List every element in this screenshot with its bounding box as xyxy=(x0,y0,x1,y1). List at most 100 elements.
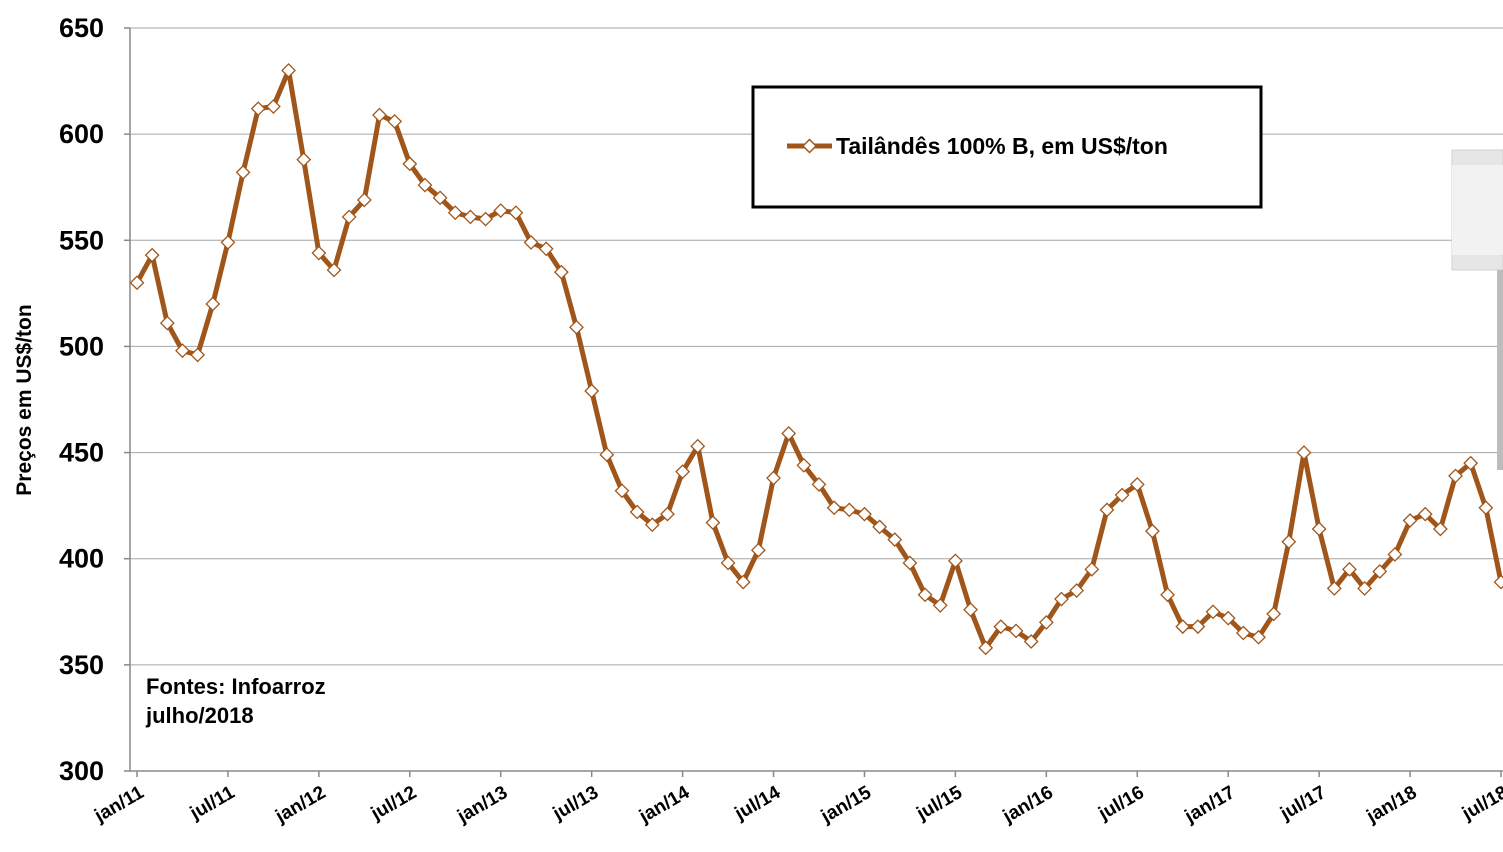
data-point xyxy=(341,209,357,225)
data-point xyxy=(569,319,584,335)
data-point xyxy=(705,515,721,531)
x-tick-label: jul/16 xyxy=(1094,782,1147,825)
x-tick-label: jul/17 xyxy=(1276,782,1329,825)
x-tick-label: jan/12 xyxy=(271,782,329,828)
data-point xyxy=(1357,581,1373,596)
x-tick-label: jan/17 xyxy=(1181,782,1239,828)
data-point xyxy=(1478,500,1494,516)
legend-label: Tailândês 100% B, em US$/ton xyxy=(836,133,1168,159)
data-point xyxy=(887,532,903,548)
data-point xyxy=(356,192,372,208)
data-point xyxy=(690,438,706,454)
x-tick-label: jul/15 xyxy=(912,782,966,825)
x-tick-label: jan/14 xyxy=(635,782,693,828)
data-point xyxy=(190,347,206,363)
data-point xyxy=(1038,614,1054,630)
data-point xyxy=(1372,564,1388,579)
x-tick-label: jan/18 xyxy=(1363,782,1421,828)
data-point xyxy=(796,457,812,473)
x-tick-label: jul/13 xyxy=(549,782,602,825)
data-point xyxy=(917,587,933,603)
data-point xyxy=(1387,547,1403,562)
x-tick-label: jan/13 xyxy=(453,782,511,828)
x-tick-label: jul/14 xyxy=(731,782,785,825)
data-point xyxy=(1417,506,1433,522)
data-point xyxy=(584,383,600,399)
data-point xyxy=(553,264,569,280)
x-tick-label: jan/16 xyxy=(999,782,1057,828)
source-line-1: Fontes: Infoarroz xyxy=(146,674,326,699)
legend-box xyxy=(751,85,1263,209)
series-group xyxy=(129,63,1503,656)
data-point xyxy=(478,211,493,227)
x-tick-label: jul/18 xyxy=(1458,782,1503,825)
data-point xyxy=(1251,629,1266,645)
data-point xyxy=(599,447,615,463)
y-axis-label: Preços em US$/ton xyxy=(13,304,36,495)
data-point xyxy=(1432,521,1448,537)
data-point xyxy=(372,107,387,123)
data-point xyxy=(523,234,539,250)
data-point xyxy=(417,177,433,193)
data-point xyxy=(447,205,463,221)
data-point xyxy=(660,506,675,522)
data-point xyxy=(1023,634,1039,649)
data-point xyxy=(432,190,448,206)
data-point xyxy=(644,517,660,533)
y-tick-label: 600 xyxy=(59,119,104,149)
data-point xyxy=(1205,604,1221,620)
data-point xyxy=(1402,513,1418,528)
data-point xyxy=(629,504,645,520)
data-point xyxy=(902,555,918,571)
data-point xyxy=(1145,523,1160,539)
data-point xyxy=(1235,625,1251,641)
x-tick-label: jan/15 xyxy=(817,782,875,828)
source-annotation: Fontes: Infoarroz julho/2018 xyxy=(145,674,326,728)
data-point xyxy=(811,476,827,492)
data-point xyxy=(250,101,266,117)
data-point xyxy=(675,464,691,480)
data-point xyxy=(235,164,251,180)
source-line-2: julho/2018 xyxy=(145,703,254,728)
data-point xyxy=(720,555,736,571)
data-point xyxy=(826,500,842,516)
data-point xyxy=(1448,468,1463,484)
data-point xyxy=(841,502,857,518)
grid-lines xyxy=(130,27,1503,666)
data-point xyxy=(144,247,160,263)
y-tick-label: 400 xyxy=(59,544,104,574)
data-point xyxy=(508,205,524,221)
data-point xyxy=(1114,487,1130,503)
y-tick-label: 350 xyxy=(59,650,104,680)
data-point xyxy=(1084,561,1100,577)
data-point xyxy=(1311,521,1327,537)
data-point xyxy=(932,597,948,613)
data-point xyxy=(1296,445,1312,460)
data-point xyxy=(463,209,478,225)
data-point xyxy=(735,574,751,590)
data-point xyxy=(1463,455,1479,471)
data-point xyxy=(538,241,554,257)
data-point xyxy=(750,542,766,558)
data-point xyxy=(159,315,175,331)
data-point xyxy=(766,470,781,486)
data-point xyxy=(1266,606,1282,622)
y-tick-label: 550 xyxy=(59,225,104,255)
data-point xyxy=(1281,534,1297,550)
data-point xyxy=(993,619,1009,635)
data-point xyxy=(781,426,797,441)
data-point xyxy=(857,506,872,522)
y-tick-label: 300 xyxy=(59,756,104,786)
data-point xyxy=(205,296,221,312)
data-point xyxy=(614,483,630,499)
data-point xyxy=(129,275,145,291)
data-point xyxy=(326,262,342,278)
y-tick-label: 650 xyxy=(59,13,104,43)
decorative-callout-shape xyxy=(1451,149,1503,470)
data-point xyxy=(1175,619,1191,635)
x-tick-label: jul/12 xyxy=(367,782,420,825)
y-tick-labels: 650 600 550 500 450 400 350 300 xyxy=(59,13,130,786)
y-tick-label: 450 xyxy=(59,438,104,468)
data-point xyxy=(1129,476,1145,492)
